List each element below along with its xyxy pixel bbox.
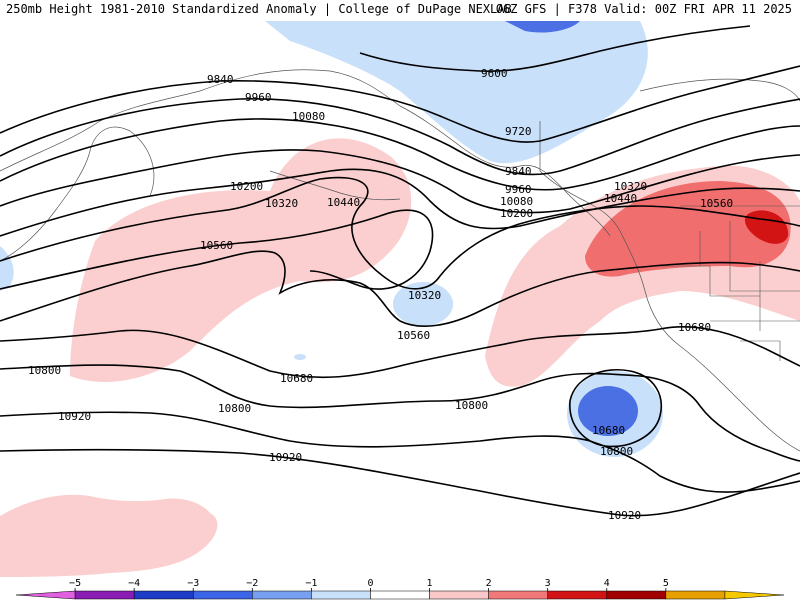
negative-anomaly-small — [393, 282, 453, 326]
colorbar-swatches — [15, 590, 785, 600]
contour-labels: 9600 9720 9840 9840 9960 9960 10080 1008… — [28, 67, 733, 522]
contour-label: 10080 — [500, 195, 533, 208]
contour-label: 10440 — [327, 196, 360, 209]
contour-label: 10800 — [600, 445, 633, 458]
political-borders — [650, 205, 800, 361]
negative-anomaly-north — [265, 21, 648, 164]
contour-label: 10200 — [500, 207, 533, 220]
colorbar-swatch — [370, 590, 430, 600]
colorbar-swatch — [488, 590, 548, 600]
anomaly-colorbar: −5 −4 −3 −2 −1 0 1 2 3 4 5 — [15, 578, 785, 600]
anomaly-map: 9600 9720 9840 9840 9960 9960 10080 1008… — [0, 21, 800, 577]
height-contours — [0, 25, 800, 517]
positive-anomaly-west-pacific — [70, 138, 412, 382]
contour-label: 10320 — [614, 180, 647, 193]
colorbar-swatch — [311, 590, 371, 600]
colorbar-swatch — [724, 590, 785, 600]
colorbar-swatch — [665, 590, 726, 600]
negative-anomaly-dot — [294, 354, 306, 360]
contour-label: 10920 — [608, 509, 641, 522]
contour-label: 10800 — [28, 364, 61, 377]
colorbar-swatch — [429, 590, 489, 600]
negative-anomaly-north-core — [505, 21, 580, 33]
contour-label: 10320 — [408, 289, 441, 302]
model-run-info: 06Z GFS | F378 Valid: 00Z FRI APR 11 202… — [495, 2, 792, 16]
contour-label: 10800 — [218, 402, 251, 415]
colorbar-tick-label: −1 — [305, 578, 317, 589]
colorbar-swatch — [606, 590, 667, 600]
colorbar-swatch — [133, 590, 194, 600]
positive-anomaly-west-us-core — [585, 181, 791, 277]
colorbar-swatch — [547, 590, 608, 600]
colorbar-swatch — [192, 590, 253, 600]
colorbar-ticks: −5 −4 −3 −2 −1 0 1 2 3 4 5 — [69, 578, 669, 591]
colorbar-tick-label: 5 — [663, 578, 669, 589]
contour-label: 9840 — [505, 165, 532, 178]
colorbar-tick-label: −3 — [187, 578, 199, 589]
contour-label: 10680 — [678, 321, 711, 334]
contour-label: 9720 — [505, 125, 532, 138]
contour-label: 10440 — [604, 192, 637, 205]
contour-label: 10560 — [397, 329, 430, 342]
negative-anomaly-west-edge — [0, 246, 14, 291]
contour-label: 10560 — [700, 197, 733, 210]
contour-label: 10920 — [269, 451, 302, 464]
colorbar-tick-label: 1 — [427, 578, 433, 589]
contour-label: 10200 — [230, 180, 263, 193]
colorbar-tick-label: 0 — [367, 578, 373, 589]
contour-label: 10680 — [592, 424, 625, 437]
colorbar-tick-label: 4 — [604, 578, 610, 589]
contour-label: 9960 — [505, 183, 532, 196]
contour-label: 10080 — [292, 110, 325, 123]
map-title: 250mb Height 1981-2010 Standardized Anom… — [6, 2, 512, 16]
positive-anomaly-southwest — [0, 494, 218, 577]
contour-label: 10560 — [200, 239, 233, 252]
colorbar-tick-label: −5 — [69, 578, 81, 589]
contour-label: 10800 — [455, 399, 488, 412]
colorbar-tick-label: −4 — [128, 578, 140, 589]
contour-label: 10320 — [265, 197, 298, 210]
contour-label: 10680 — [280, 372, 313, 385]
colorbar-swatch — [74, 590, 135, 600]
negative-anomaly-cutoff-core — [578, 386, 638, 436]
contour-label: 9600 — [481, 67, 508, 80]
colorbar-tick-label: 3 — [545, 578, 551, 589]
contour-label: 9840 — [207, 73, 234, 86]
colorbar-tick-label: 2 — [486, 578, 492, 589]
colorbar-swatch — [15, 590, 76, 600]
contour-label: 9960 — [245, 91, 272, 104]
anomaly-shading — [0, 21, 800, 577]
contour-label: 10920 — [58, 410, 91, 423]
colorbar-tick-label: −2 — [246, 578, 258, 589]
colorbar-swatch — [252, 590, 312, 600]
